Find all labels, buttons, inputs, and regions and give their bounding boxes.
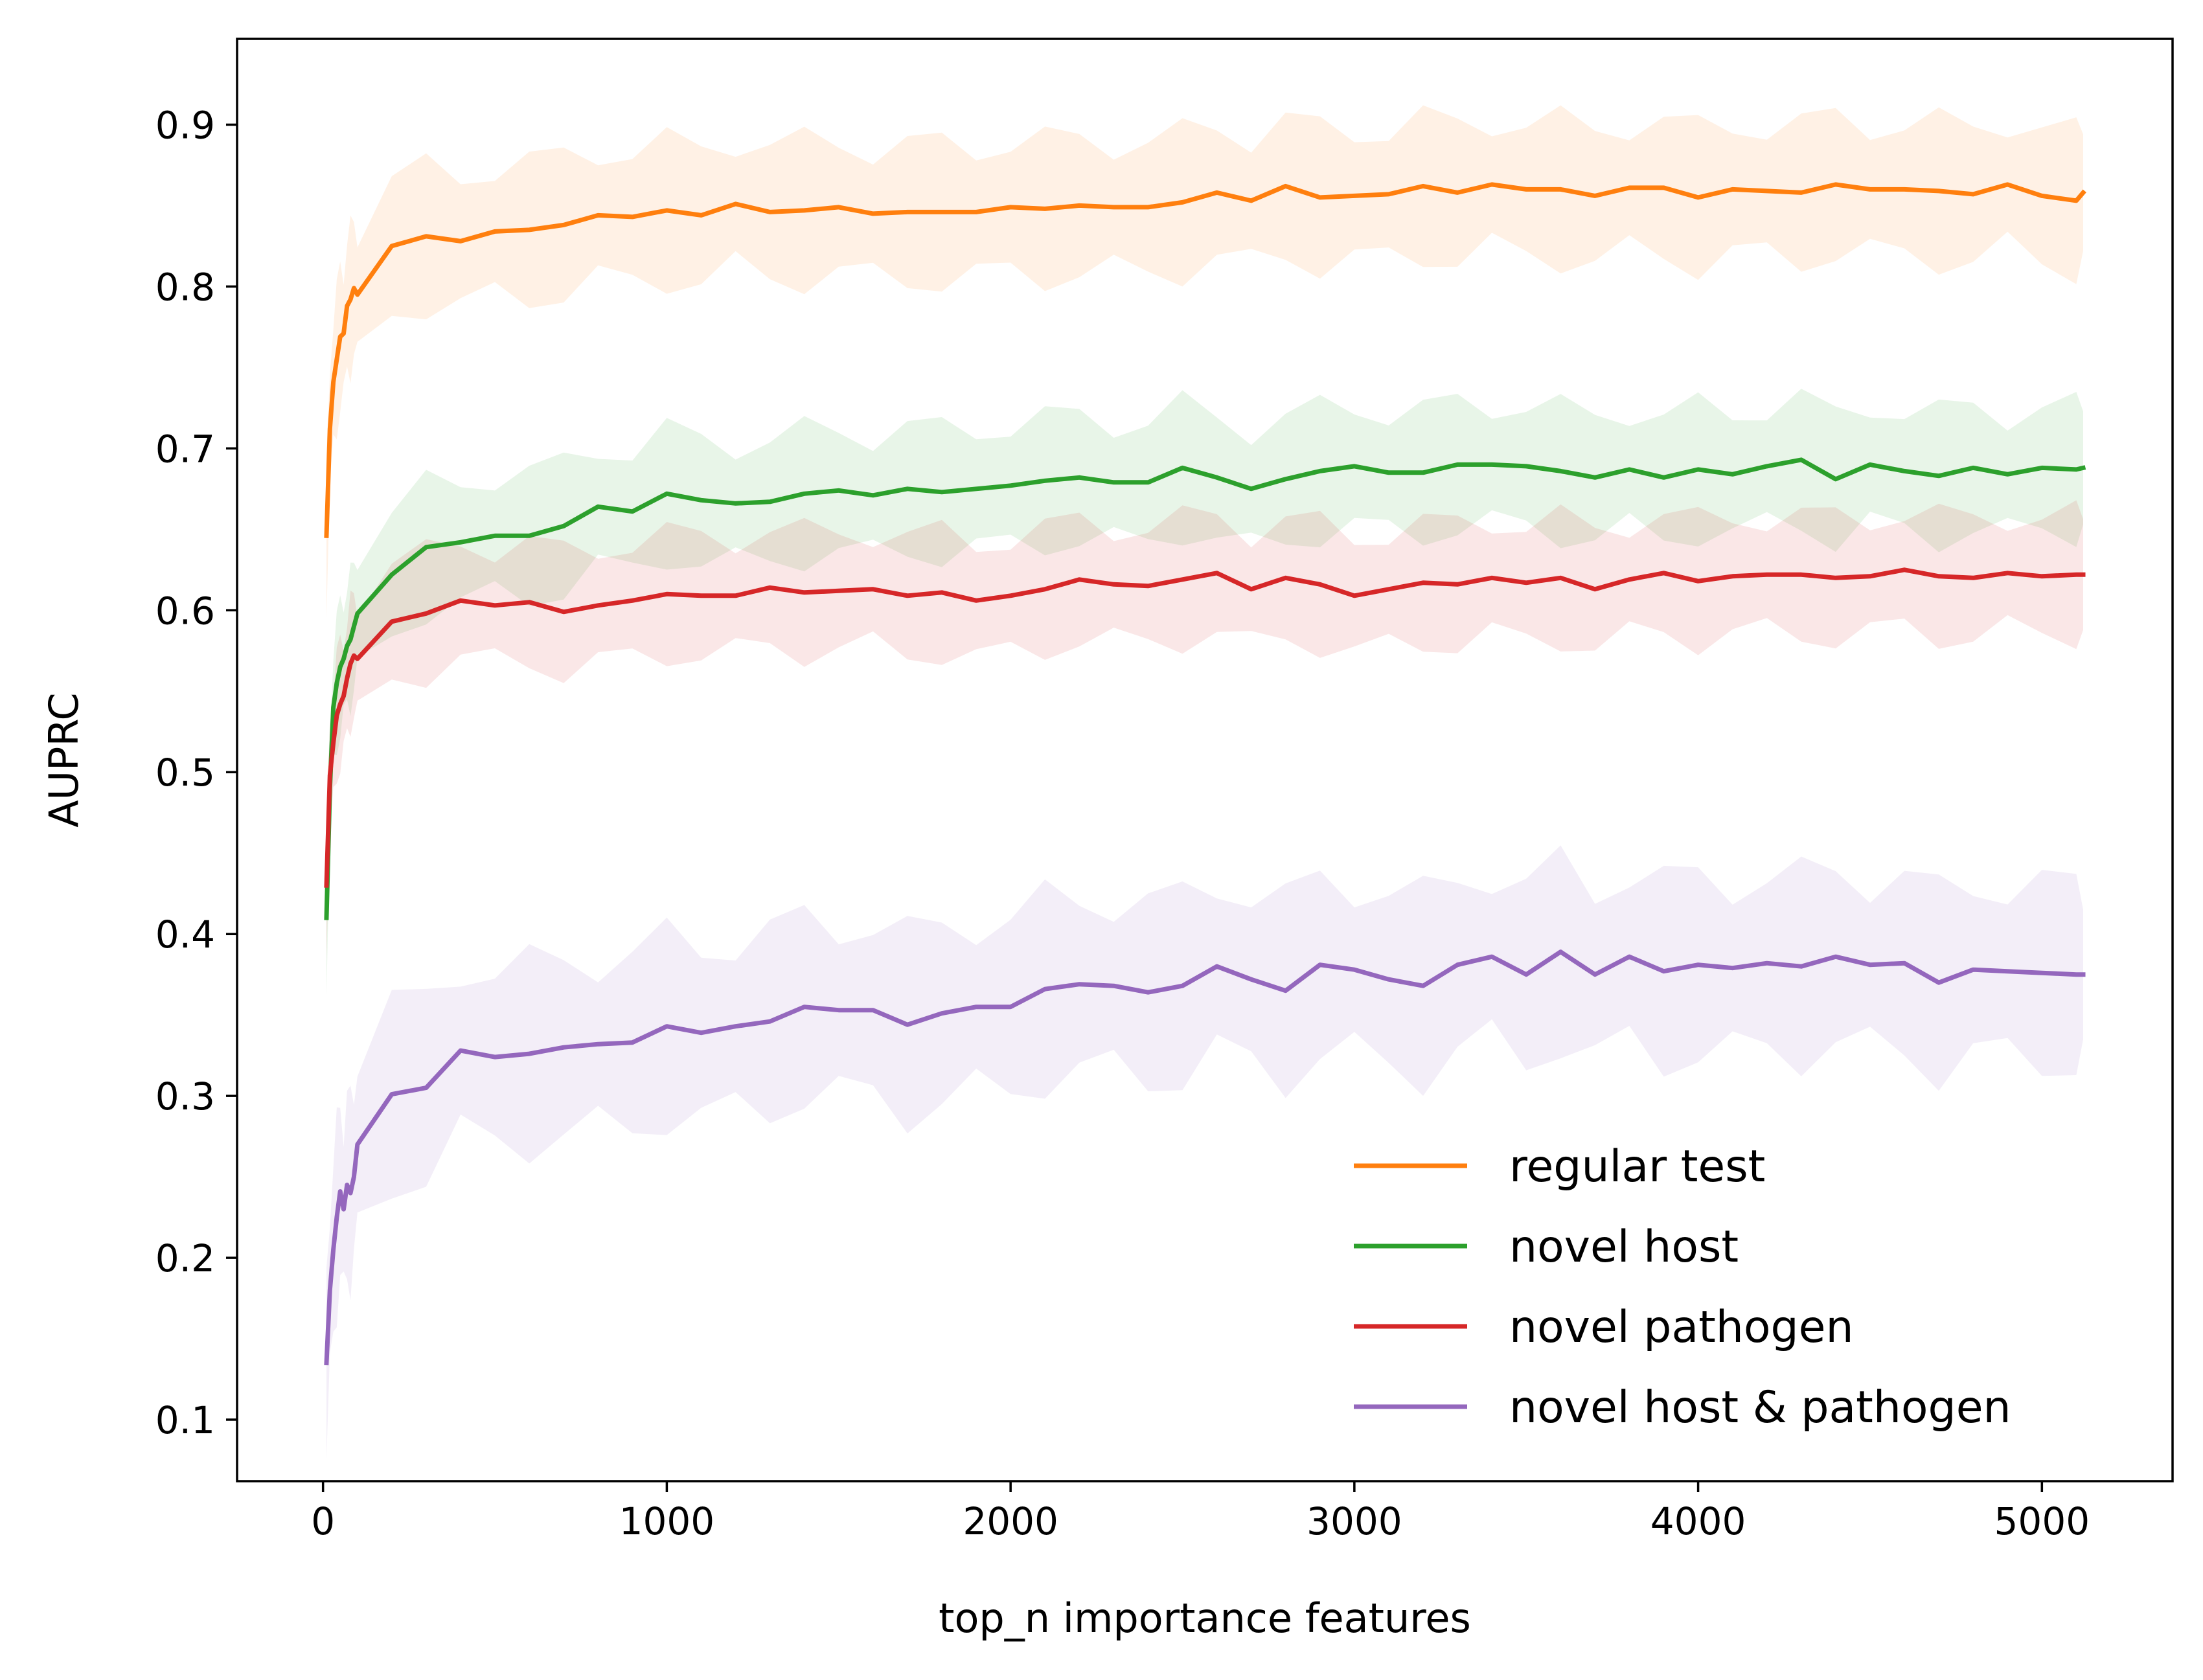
y-tick-label-0.6: 0.6 [155,589,215,633]
x-tick-label-3000: 3000 [1307,1499,1402,1543]
y-tick-label-0.4: 0.4 [155,913,215,957]
axes: 0 1000 2000 3000 4000 5000 0.1 0.2 0.3 0.4 0.5 0.6 0… [155,38,2174,1543]
novel-host-line [324,457,2086,920]
novel-host-and-pathogen-band [326,845,2083,1459]
novel-pathogen-line [324,567,2086,888]
series-lines [324,182,2086,1366]
novel-host-and-pathogen-line [324,949,2086,1366]
y-tick-label-0.2: 0.2 [155,1236,215,1280]
x-tick-label-5000: 5000 [1994,1499,2090,1543]
confidence-bands [326,105,2083,1459]
x-tick-label-0: 0 [311,1499,335,1543]
legend-label-novel-host: novel host [1509,1221,1739,1273]
legend: regular test novel host novel pathogen nove… [1354,1141,2011,1433]
legend-label-novel-pathogen: novel pathogen [1509,1302,1854,1353]
y-tick-label-0.9: 0.9 [155,103,215,147]
novel-pathogen-band [326,500,2083,960]
x-axis-title: top_n importance features [939,1595,1471,1642]
y-tick-label-0.5: 0.5 [155,751,215,795]
x-tick-label-4000: 4000 [1650,1499,1746,1543]
y-tick-label-0.3: 0.3 [155,1074,215,1118]
novel-host-band [326,389,2083,995]
y-tick-label-0.7: 0.7 [155,427,215,471]
regular-test-band [326,105,2083,618]
x-tick-label-2000: 2000 [963,1499,1058,1543]
regular-test-line [324,182,2086,538]
y-tick-label-0.8: 0.8 [155,265,215,309]
x-tick-label-1000: 1000 [619,1499,715,1543]
y-axis-title: AUPRC [40,692,87,827]
plot-frame [236,38,2174,1482]
y-tick-label-0.1: 0.1 [155,1398,215,1442]
legend-label-regular-test: regular test [1509,1141,1765,1192]
legend-label-novel-host-and-pathogen: novel host & pathogen [1509,1382,2011,1433]
